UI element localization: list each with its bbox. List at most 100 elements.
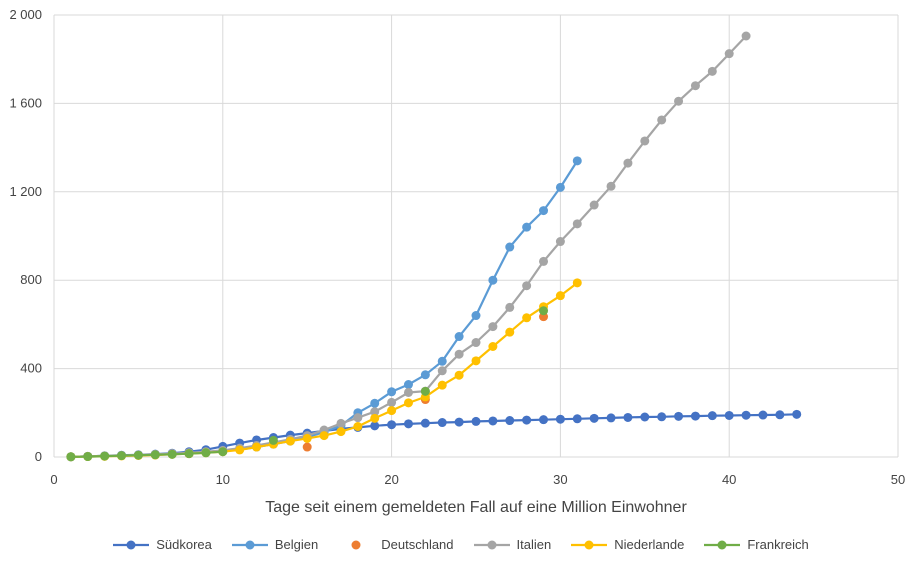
legend-label: Niederlande [614,537,685,553]
chart-plot: 0 400 800 1 200 1 600 2 000 0 10 20 30 40 50 Tage s… [9,7,905,516]
y-tick-label: 400 [20,361,42,376]
data-point [302,433,312,443]
data-point [522,313,532,323]
data-point [471,416,481,426]
legend-label: Deutschland [381,537,454,553]
data-point [336,427,346,437]
data-point [690,411,700,421]
y-tick-label: 1 600 [9,95,42,110]
data-point [471,338,481,348]
x-tick-label: 30 [553,472,567,487]
legend-swatch [473,540,510,550]
data-point [539,415,549,425]
data-point [83,452,93,462]
data-point [353,422,363,432]
legend: Südkorea Belgien Deutschland Italien Niederl… [0,536,920,552]
data-point [724,49,734,59]
series-line [70,160,579,458]
legend-swatch-marker [487,540,497,550]
data-point [640,136,650,146]
data-point [505,416,515,426]
data-point [370,407,380,417]
data-point [539,306,549,316]
data-point [184,449,194,459]
series-2 [66,156,582,462]
data-point [690,81,700,91]
data-point [589,413,599,423]
tick-labels: 0 400 800 1 200 1 600 2 000 0 10 20 30 40 50 [9,7,905,487]
data-point [522,415,532,425]
data-point [167,449,177,459]
data-point [674,96,684,106]
data-point [454,370,464,380]
data-point [336,418,346,428]
x-tick-label: 10 [216,472,230,487]
data-point [488,342,498,351]
data-point [471,356,481,366]
data-point [437,366,447,376]
series-5 [66,278,582,462]
y-tick-label: 800 [20,272,42,287]
data-point [741,410,751,420]
data-point [235,445,245,455]
data-point [117,451,127,461]
data-point [437,418,447,428]
data-point [201,448,211,458]
data-point [555,291,565,301]
series-4 [66,31,751,462]
legend-item: Niederlande [569,537,684,552]
series-line [70,413,797,458]
data-point [657,412,667,422]
data-point [268,435,278,445]
data-point [370,421,380,431]
legend-swatch [231,540,268,550]
data-point [505,242,515,252]
data-point [640,412,650,422]
data-point [555,414,565,424]
series-line [70,450,223,458]
data-point [775,410,785,420]
x-tick-label: 0 [50,472,57,487]
data-point [488,416,498,426]
data-point [606,181,616,191]
data-point [454,417,464,427]
data-point [403,380,413,390]
x-axis-title: Tage seit einem gemeldeten Fall auf eine… [265,499,687,516]
data-point [133,450,143,460]
data-point [353,413,363,423]
data-point [437,356,447,366]
data-point [420,370,430,380]
y-tick-label: 1 200 [9,184,42,199]
legend-swatch-marker [351,540,361,550]
data-point [471,311,481,321]
x-tick-label: 40 [722,472,736,487]
data-point [589,200,599,210]
x-tick-label: 50 [891,472,905,487]
data-point [488,275,498,285]
legend-label: Frankreich [747,537,809,553]
data-point [150,450,160,460]
legend-item: Deutschland [336,537,454,553]
data-point [420,386,430,396]
series-layer [66,31,802,462]
data-point [741,31,751,41]
legend-swatch [113,540,150,550]
data-point [758,410,768,420]
data-point [724,410,734,420]
data-point [437,380,447,390]
data-point [218,447,228,457]
legend-swatch-marker [245,540,255,550]
data-point [505,302,515,312]
data-point [387,406,397,416]
data-point [420,418,430,428]
data-point [623,158,633,168]
data-point [707,411,717,421]
legend-swatch-marker [717,540,727,550]
data-point [572,156,582,166]
data-point [370,413,380,423]
data-point [454,332,464,342]
data-point [522,281,532,291]
y-tick-label: 2 000 [9,7,42,22]
data-point [539,256,549,266]
data-point [403,387,413,397]
